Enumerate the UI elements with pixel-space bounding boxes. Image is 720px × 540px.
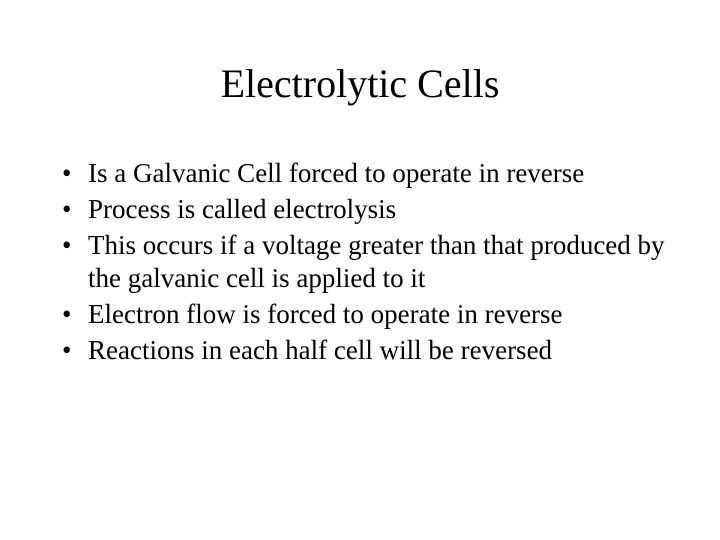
bullet-item: Electron flow is forced to operate in re… bbox=[60, 298, 670, 332]
slide-container: Electrolytic Cells Is a Galvanic Cell fo… bbox=[0, 0, 720, 540]
bullet-item: Process is called electrolysis bbox=[60, 193, 670, 227]
bullet-item: Reactions in each half cell will be reve… bbox=[60, 334, 670, 368]
bullet-item: Is a Galvanic Cell forced to operate in … bbox=[60, 157, 670, 191]
slide-title: Electrolytic Cells bbox=[50, 60, 670, 107]
bullet-list: Is a Galvanic Cell forced to operate in … bbox=[60, 157, 670, 368]
bullet-item: This occurs if a voltage greater than th… bbox=[60, 229, 670, 297]
